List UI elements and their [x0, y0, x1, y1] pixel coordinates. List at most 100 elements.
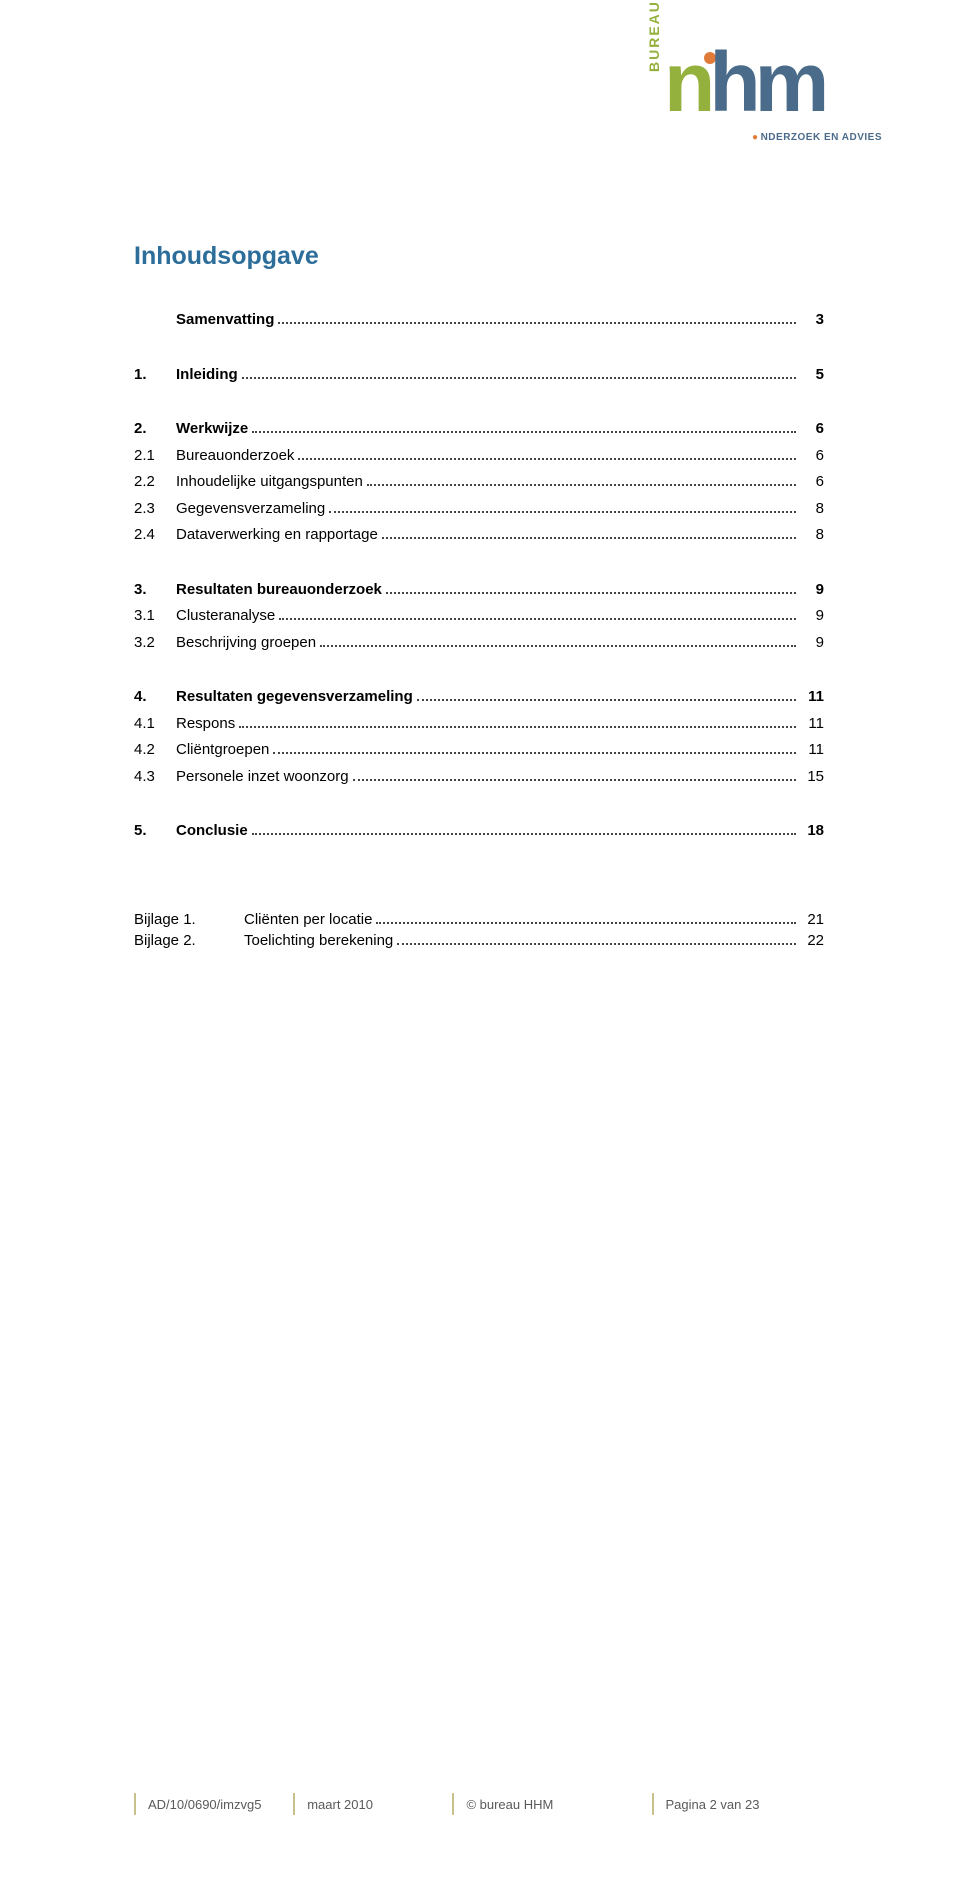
- toc-row: 3.Resultaten bureauonderzoek9: [134, 579, 824, 602]
- toc-entry-number: 2.3: [134, 498, 176, 521]
- toc-spacer: [134, 336, 824, 360]
- toc-spacer: [134, 792, 824, 816]
- toc-entry-label: Bureauonderzoek: [176, 445, 294, 468]
- toc-leader: [242, 367, 796, 379]
- toc-entry-page: 5: [800, 364, 824, 387]
- toc-row: 3.1Clusteranalyse 9: [134, 605, 824, 628]
- footer-page-info: Pagina 2 van 23: [652, 1793, 824, 1815]
- toc-entry-number: 4.1: [134, 713, 176, 736]
- toc-leader: [386, 582, 796, 594]
- toc-entry-page: 6: [800, 418, 824, 441]
- toc-row: 4.3Personele inzet woonzorg15: [134, 766, 824, 789]
- toc-entry-page: 18: [800, 820, 824, 843]
- toc-entry-label: Samenvatting: [176, 309, 274, 332]
- logo-subtitle-dot: ●: [752, 132, 759, 143]
- toc-row: 4.Resultaten gegevensverzameling11: [134, 686, 824, 709]
- toc-row: 4.1Respons 11: [134, 713, 824, 736]
- toc-row: 2.1Bureauonderzoek 6: [134, 445, 824, 468]
- toc-entry-number: 4.: [134, 686, 176, 709]
- toc-entry-page: 8: [800, 524, 824, 547]
- toc-entry-number: 2.2: [134, 471, 176, 494]
- toc-entry-label: Inleiding: [176, 364, 238, 387]
- toc-entry-page: 6: [800, 471, 824, 494]
- toc-leader: [252, 823, 796, 835]
- toc-entry-number: 4.3: [134, 766, 176, 789]
- toc-entry-page: 11: [800, 739, 824, 762]
- toc-entry-label: Conclusie: [176, 820, 248, 843]
- toc-leader: [417, 689, 796, 701]
- footer-date: maart 2010: [293, 1793, 452, 1815]
- toc-row: 2.4Dataverwerking en rapportage 8: [134, 524, 824, 547]
- toc-entry-label: Resultaten bureauonderzoek: [176, 579, 382, 602]
- appendix-row: Bijlage 2.Toelichting berekening 22: [134, 932, 824, 949]
- toc-entry-label: Respons: [176, 713, 235, 736]
- logo-letter-h: h: [709, 35, 754, 129]
- toc-entry-label: Inhoudelijke uitgangspunten: [176, 471, 363, 494]
- toc-leader: [273, 742, 796, 754]
- toc-row: 2.Werkwijze 6: [134, 418, 824, 441]
- toc-spacer: [134, 390, 824, 414]
- appendix-page: 21: [800, 911, 824, 928]
- toc-row: 2.2Inhoudelijke uitgangspunten 6: [134, 471, 824, 494]
- toc-entry-label: Clusteranalyse: [176, 605, 275, 628]
- toc-entry-page: 11: [800, 686, 824, 709]
- appendix-label: Toelichting berekening: [244, 932, 393, 949]
- toc-entry-label: Gegevensverzameling: [176, 498, 325, 521]
- logo-subtitle: ●NDERZOEK EN ADVIES: [752, 132, 882, 143]
- toc-entry-number: 2.1: [134, 445, 176, 468]
- logo-letters: nhm: [664, 40, 823, 124]
- toc-leader: [239, 716, 796, 728]
- toc-entry-label: Dataverwerking en rapportage: [176, 524, 378, 547]
- toc-entry-page: 6: [800, 445, 824, 468]
- appendix-page: 22: [800, 932, 824, 949]
- toc-entry-page: 8: [800, 498, 824, 521]
- toc-leader: [320, 635, 796, 647]
- toc-entry-number: 3.1: [134, 605, 176, 628]
- toc-entry-page: 9: [800, 632, 824, 655]
- toc-leader: [367, 474, 796, 486]
- toc-leader: [397, 933, 796, 945]
- appendices-list: Bijlage 1.Cliënten per locatie21Bijlage …: [134, 911, 824, 949]
- toc-entry-page: 15: [800, 766, 824, 789]
- toc-entry-page: 9: [800, 605, 824, 628]
- toc-row: 4.2Cliëntgroepen 11: [134, 739, 824, 762]
- appendix-number: Bijlage 2.: [134, 932, 244, 949]
- toc-entry-number: 3.2: [134, 632, 176, 655]
- toc-entry-label: Werkwijze: [176, 418, 248, 441]
- logo-letter-m: m: [755, 35, 824, 129]
- logo-letter-n: n: [664, 35, 709, 129]
- toc-row: 2.3Gegevensverzameling 8: [134, 498, 824, 521]
- toc-row: 1.Inleiding5: [134, 364, 824, 387]
- toc-entry-number: 4.2: [134, 739, 176, 762]
- appendix-row: Bijlage 1.Cliënten per locatie 21: [134, 911, 824, 928]
- appendix-label: Cliënten per locatie: [244, 911, 372, 928]
- toc-entry-number: 5.: [134, 820, 176, 843]
- toc-entry-number: 2.4: [134, 524, 176, 547]
- toc-entry-label: Cliëntgroepen: [176, 739, 269, 762]
- toc-entry-page: 9: [800, 579, 824, 602]
- toc-entry-page: 3: [800, 309, 824, 332]
- table-of-contents: Samenvatting31.Inleiding52.Werkwijze62.1…: [134, 309, 824, 843]
- toc-leader: [278, 312, 796, 324]
- toc-leader: [279, 608, 796, 620]
- footer-copyright: © bureau HHM: [452, 1793, 651, 1815]
- page-content: Inhoudsopgave Samenvatting31.Inleiding52…: [134, 242, 824, 953]
- brand-logo: BUREAU nhm ●NDERZOEK EN ADVIES: [652, 58, 882, 148]
- toc-entry-label: Beschrijving groepen: [176, 632, 316, 655]
- toc-leader: [298, 448, 796, 460]
- toc-leader: [382, 527, 796, 539]
- toc-row: Samenvatting 3: [134, 309, 824, 332]
- toc-leader: [353, 769, 796, 781]
- document-page: BUREAU nhm ●NDERZOEK EN ADVIES Inhoudsop…: [0, 0, 960, 1883]
- logo-text-bureau: BUREAU: [646, 0, 662, 72]
- toc-entry-number: 2.: [134, 418, 176, 441]
- toc-spacer: [134, 658, 824, 682]
- toc-leader: [376, 912, 796, 924]
- toc-row: 3.2Beschrijving groepen 9: [134, 632, 824, 655]
- toc-entry-page: 11: [800, 713, 824, 736]
- appendix-number: Bijlage 1.: [134, 911, 244, 928]
- logo-subtitle-text: NDERZOEK EN ADVIES: [761, 132, 882, 143]
- toc-leader: [329, 501, 796, 513]
- brand-logo-inner: BUREAU nhm ●NDERZOEK EN ADVIES: [652, 58, 882, 148]
- toc-row: 5.Conclusie 18: [134, 820, 824, 843]
